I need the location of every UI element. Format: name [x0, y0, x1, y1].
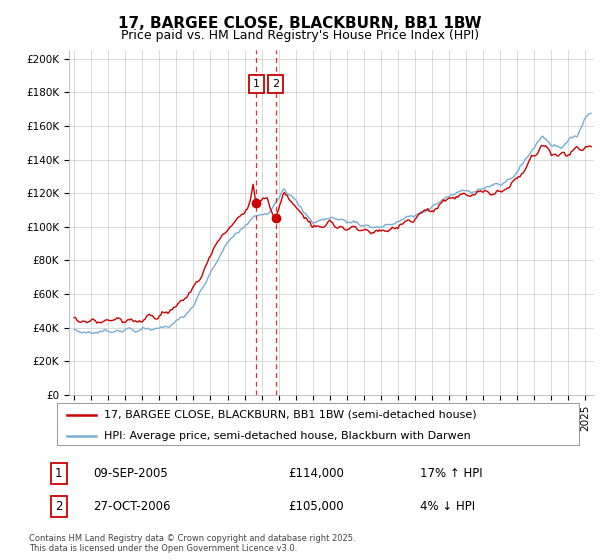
Text: £114,000: £114,000: [288, 466, 344, 480]
Text: Contains HM Land Registry data © Crown copyright and database right 2025.
This d: Contains HM Land Registry data © Crown c…: [29, 534, 355, 553]
Text: 17% ↑ HPI: 17% ↑ HPI: [420, 466, 482, 480]
Text: 1: 1: [55, 466, 62, 480]
Text: 2: 2: [55, 500, 62, 514]
Text: 4% ↓ HPI: 4% ↓ HPI: [420, 500, 475, 514]
Text: HPI: Average price, semi-detached house, Blackburn with Darwen: HPI: Average price, semi-detached house,…: [104, 431, 471, 441]
Text: 1: 1: [253, 79, 260, 89]
Text: Price paid vs. HM Land Registry's House Price Index (HPI): Price paid vs. HM Land Registry's House …: [121, 29, 479, 42]
Text: 17, BARGEE CLOSE, BLACKBURN, BB1 1BW (semi-detached house): 17, BARGEE CLOSE, BLACKBURN, BB1 1BW (se…: [104, 410, 476, 420]
Text: £105,000: £105,000: [288, 500, 344, 514]
Text: 2: 2: [272, 79, 279, 89]
Text: 27-OCT-2006: 27-OCT-2006: [93, 500, 170, 514]
Text: 17, BARGEE CLOSE, BLACKBURN, BB1 1BW: 17, BARGEE CLOSE, BLACKBURN, BB1 1BW: [118, 16, 482, 31]
Text: 09-SEP-2005: 09-SEP-2005: [93, 466, 168, 480]
